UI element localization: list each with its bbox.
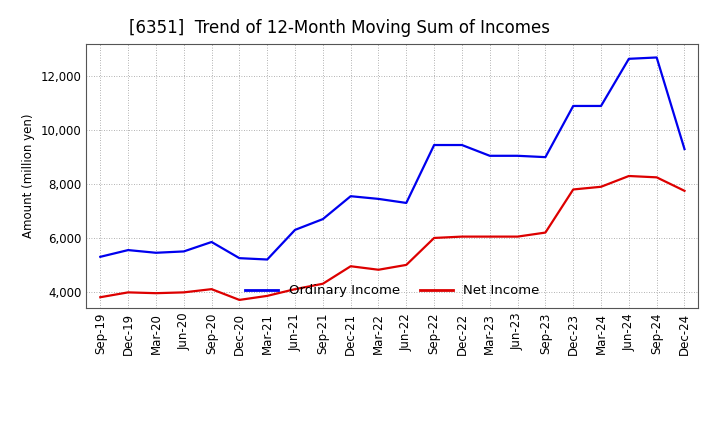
Net Income [374,267,383,272]
Ordinary Income [124,247,132,253]
Ordinary Income [458,143,467,148]
Net Income [624,173,633,179]
Net Income [458,234,467,239]
Net Income [207,286,216,292]
Line: Net Income: Net Income [100,176,685,300]
Ordinary Income [513,153,522,158]
Ordinary Income [402,200,410,205]
Ordinary Income [318,216,327,222]
Ordinary Income [346,194,355,199]
Net Income [402,262,410,268]
Net Income [124,290,132,295]
Net Income [291,286,300,292]
Ordinary Income [207,239,216,245]
Net Income [485,234,494,239]
Net Income [597,184,606,189]
Ordinary Income [374,196,383,202]
Line: Ordinary Income: Ordinary Income [100,58,685,260]
Net Income [152,290,161,296]
Ordinary Income [569,103,577,109]
Ordinary Income [597,103,606,109]
Net Income [513,234,522,239]
Net Income [569,187,577,192]
Ordinary Income [96,254,104,260]
Net Income [235,297,243,303]
Ordinary Income [541,154,550,160]
Ordinary Income [152,250,161,255]
Ordinary Income [652,55,661,60]
Net Income [430,235,438,241]
Ordinary Income [235,256,243,261]
Net Income [263,293,271,298]
Net Income [96,295,104,300]
Net Income [346,264,355,269]
Ordinary Income [680,147,689,152]
Net Income [652,175,661,180]
Net Income [541,230,550,235]
Text: [6351]  Trend of 12-Month Moving Sum of Incomes: [6351] Trend of 12-Month Moving Sum of I… [130,19,550,37]
Legend: Ordinary Income, Net Income: Ordinary Income, Net Income [238,278,546,304]
Ordinary Income [624,56,633,62]
Net Income [179,290,188,295]
Ordinary Income [179,249,188,254]
Net Income [680,188,689,194]
Ordinary Income [485,153,494,158]
Ordinary Income [430,143,438,148]
Y-axis label: Amount (million yen): Amount (million yen) [22,114,35,238]
Ordinary Income [263,257,271,262]
Ordinary Income [291,227,300,232]
Net Income [318,281,327,286]
